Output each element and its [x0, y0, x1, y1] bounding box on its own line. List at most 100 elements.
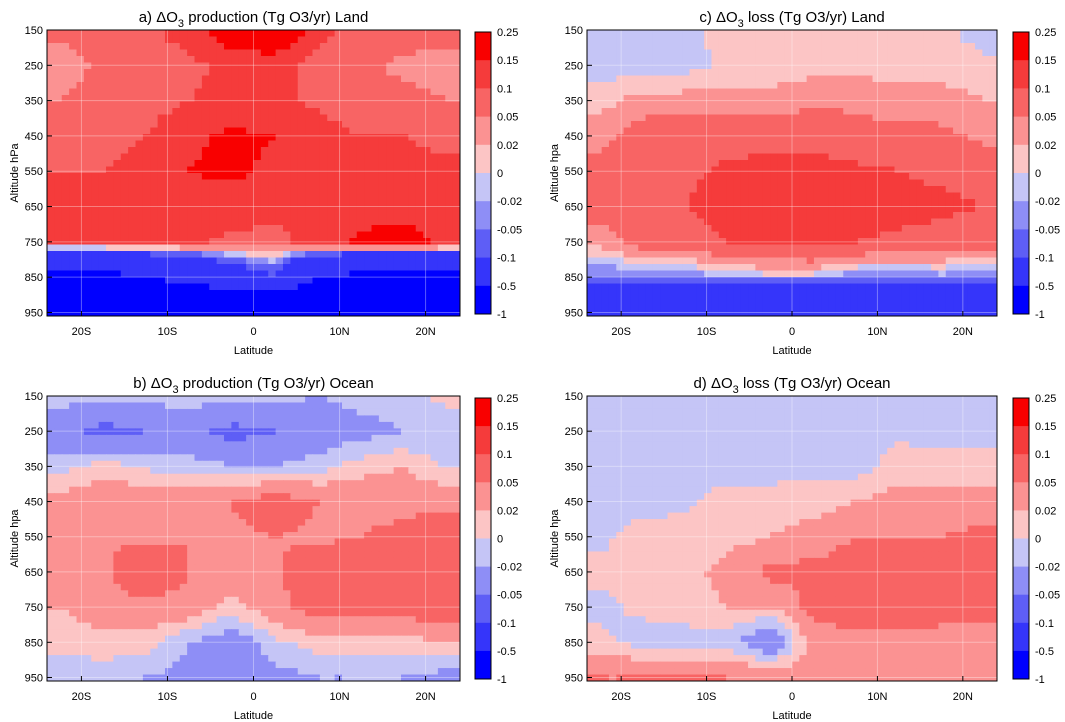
contour-cell — [423, 538, 432, 546]
contour-cell — [231, 480, 240, 488]
contour-cell — [401, 186, 409, 194]
colorbar-label: 0.15 — [497, 55, 518, 67]
contour-cell — [452, 88, 460, 96]
contour-cell — [430, 309, 439, 316]
contour-cell — [290, 43, 299, 51]
contour-cell — [430, 121, 439, 129]
contour-cell — [83, 153, 92, 161]
contour-cell — [194, 121, 203, 129]
contour-cell — [430, 655, 439, 663]
contour-cell — [76, 648, 85, 656]
contour-cell — [393, 186, 402, 194]
contour-cell — [401, 166, 409, 174]
contour-cell — [283, 570, 291, 578]
contour-cell — [165, 30, 173, 38]
contour-cell — [157, 30, 166, 38]
contour-cell — [364, 114, 373, 122]
contour-cell — [179, 62, 188, 70]
contour-cell — [364, 551, 373, 559]
contour-cell — [283, 538, 291, 546]
contour-cell — [319, 525, 328, 533]
contour-cell — [334, 264, 343, 272]
contour-cell — [327, 82, 336, 90]
contour-cell — [260, 480, 269, 488]
contour-cell — [371, 447, 380, 455]
contour-cell — [179, 655, 188, 663]
contour-cell — [201, 480, 210, 488]
contour-cell — [113, 69, 122, 77]
contour-cell — [106, 460, 114, 468]
contour-cell — [283, 616, 291, 624]
contour-cell — [445, 277, 454, 285]
contour-cell — [91, 108, 100, 116]
contour-cell — [297, 270, 306, 278]
contour-cell — [445, 441, 454, 449]
contour-cell — [76, 661, 85, 669]
contour-cell — [290, 49, 299, 57]
contour-cell — [179, 544, 188, 553]
contour-cell — [364, 609, 373, 617]
contour-cell — [349, 88, 358, 96]
contour-cell — [120, 603, 129, 611]
contour-cell — [69, 434, 78, 442]
contour-cell — [283, 303, 291, 311]
contour-cell — [452, 43, 460, 51]
contour-cell — [334, 199, 343, 207]
contour-cell — [76, 396, 85, 404]
contour-cell — [61, 179, 70, 187]
contour-cell — [334, 668, 343, 676]
contour-cell — [224, 661, 232, 669]
contour-cell — [393, 499, 402, 507]
contour-cell — [423, 512, 432, 520]
contour-cell — [445, 506, 454, 514]
contour-cell — [172, 402, 181, 410]
contour-cell — [452, 629, 460, 637]
contour-cell — [179, 467, 188, 475]
contour-cell — [312, 166, 321, 174]
contour-cell — [201, 147, 210, 155]
contour-cell — [401, 674, 409, 681]
contour-cell — [216, 264, 225, 272]
contour-cell — [216, 486, 225, 494]
contour-cell — [91, 277, 100, 285]
contour-cell — [253, 499, 262, 507]
contour-cell — [393, 655, 402, 663]
contour-cell — [120, 69, 129, 77]
contour-cell — [120, 114, 129, 122]
contour-cell — [201, 421, 210, 429]
contour-cell — [69, 62, 78, 70]
contour-cell — [452, 283, 460, 291]
contour-cell — [452, 36, 460, 44]
contour-cell — [408, 218, 417, 226]
contour-cell — [157, 114, 166, 122]
contour-cell — [253, 296, 262, 304]
contour-cell — [194, 622, 203, 630]
contour-cell — [47, 108, 55, 116]
contour-cell — [393, 532, 402, 540]
contour-cell — [312, 596, 321, 604]
contour-cell — [231, 596, 240, 604]
contour-cell — [253, 270, 262, 278]
contour-cell — [179, 499, 188, 507]
contour-cell — [216, 551, 225, 559]
contour-cell — [364, 69, 373, 77]
contour-cell — [157, 56, 166, 64]
contour-cell — [61, 264, 70, 272]
contour-cell — [408, 609, 417, 617]
contour-cell — [386, 290, 395, 298]
contour-cell — [305, 538, 314, 546]
contour-cell — [356, 402, 365, 410]
contour-cell — [150, 303, 159, 311]
contour-cell — [201, 583, 210, 591]
contour-cell — [113, 56, 122, 64]
contour-cell — [275, 238, 284, 246]
contour-cell — [297, 668, 306, 676]
contour-cell — [194, 62, 203, 70]
contour-cell — [209, 264, 218, 272]
contour-cell — [128, 532, 137, 540]
contour-cell — [54, 434, 63, 442]
contour-cell — [165, 49, 173, 57]
contour-cell — [415, 577, 424, 585]
contour-cell — [106, 36, 114, 44]
contour-cell — [47, 257, 55, 265]
